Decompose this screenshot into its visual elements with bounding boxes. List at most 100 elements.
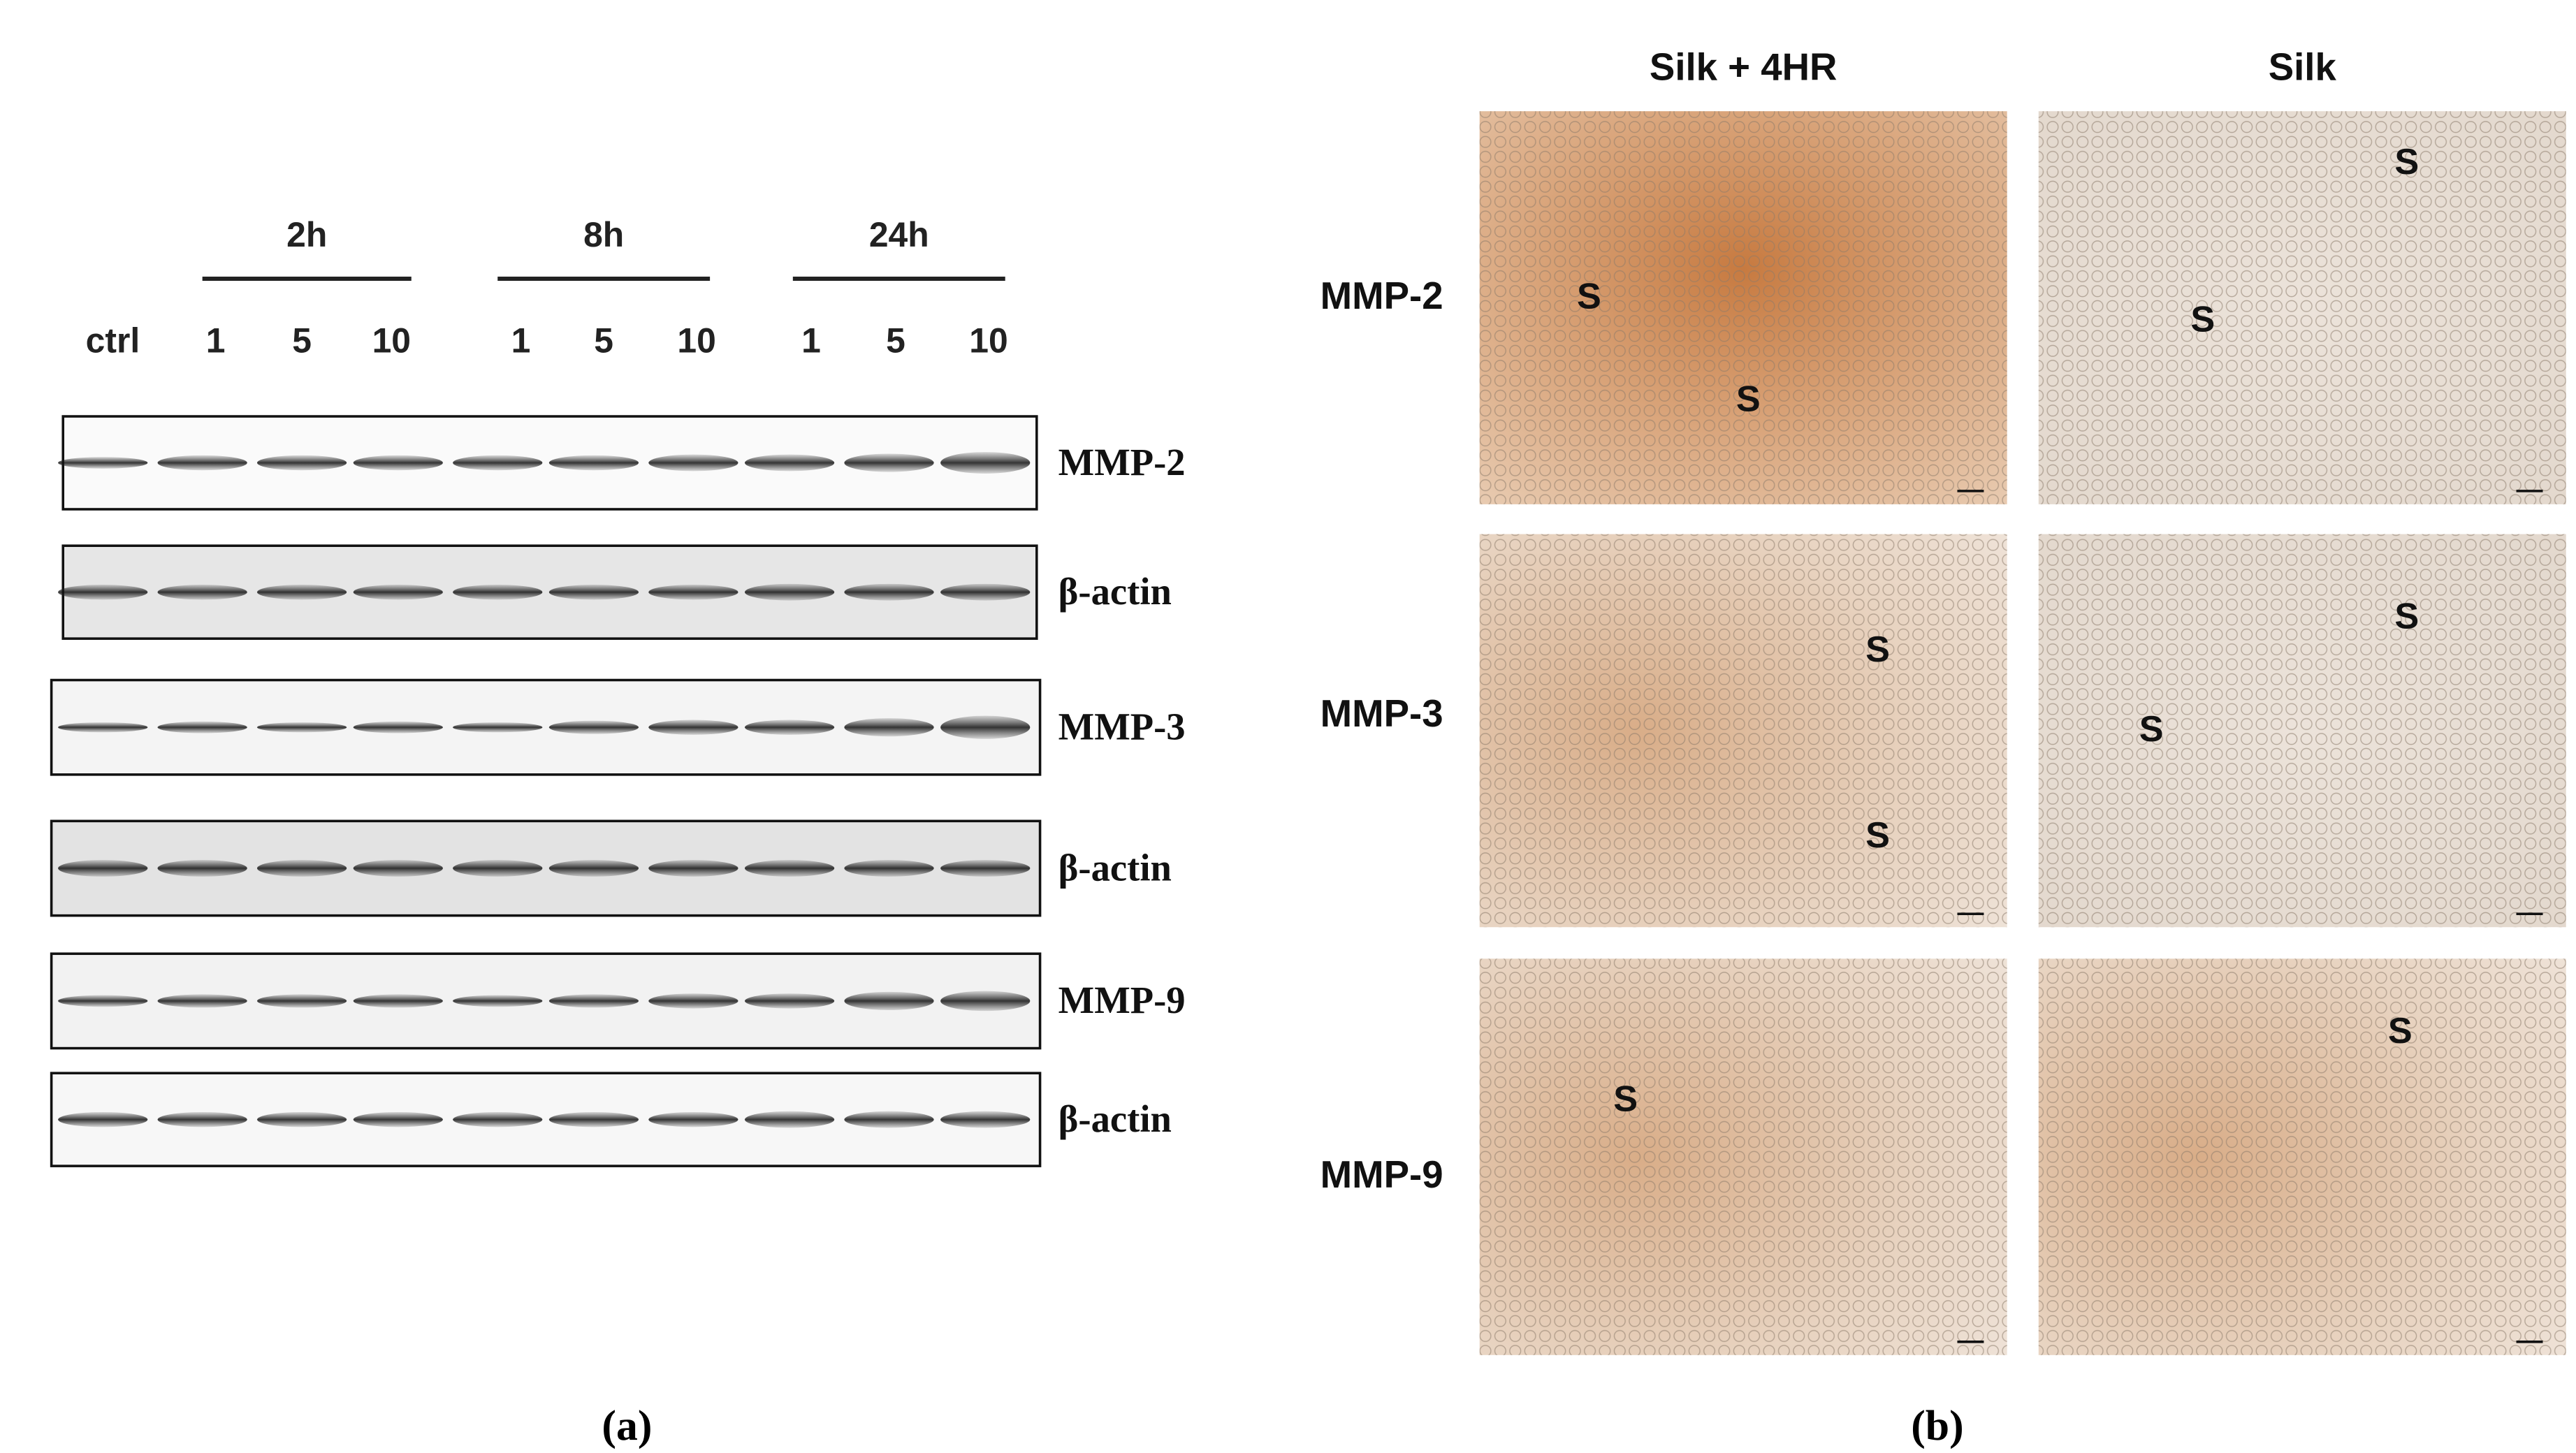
band — [648, 720, 738, 735]
blot-label: β-actin — [1058, 1097, 1172, 1140]
band — [58, 457, 148, 469]
lane-label: 10 — [677, 321, 715, 360]
panel-b: Silk + 4HR Silk MMP-2 S S S S MMP-3 S S S S MMP-9 S S — [1320, 45, 2566, 1355]
band — [157, 721, 247, 733]
band — [940, 1111, 1031, 1128]
micrograph-texture — [1479, 534, 2007, 928]
micrograph-texture — [1479, 958, 2007, 1355]
band — [648, 585, 738, 600]
band — [157, 1111, 247, 1127]
column-header: Silk — [2269, 45, 2337, 88]
band — [256, 1111, 347, 1127]
region-label: S — [1613, 1079, 1638, 1119]
band — [844, 860, 934, 877]
band — [353, 860, 443, 877]
band — [940, 860, 1031, 877]
band — [744, 454, 835, 472]
band — [157, 994, 247, 1008]
band — [453, 995, 543, 1007]
region-label: S — [2394, 142, 2419, 182]
band — [548, 720, 639, 734]
lane-label: 1 — [511, 321, 531, 360]
band — [844, 1111, 934, 1128]
region-label: S — [1736, 379, 1761, 419]
band — [648, 454, 738, 472]
micrograph-texture — [2038, 534, 2566, 928]
region-label: S — [2388, 1011, 2413, 1051]
lane-label: ctrl — [86, 321, 140, 360]
row-label: MMP-3 — [1320, 692, 1443, 735]
caption-a: (a) — [602, 1402, 652, 1450]
region-label: S — [2394, 596, 2419, 636]
band — [744, 993, 835, 1009]
band — [548, 994, 639, 1008]
band — [58, 1111, 148, 1127]
band — [844, 583, 934, 601]
band — [353, 1111, 443, 1127]
blot-label: MMP-3 — [1058, 705, 1186, 747]
band — [940, 452, 1031, 474]
region-label: S — [1865, 629, 1890, 670]
band — [940, 583, 1031, 601]
band — [940, 991, 1031, 1012]
region-label: S — [1577, 276, 1601, 316]
band — [58, 722, 148, 733]
lane-label: 5 — [886, 321, 905, 360]
band — [844, 991, 934, 1010]
lane-label: 10 — [969, 321, 1007, 360]
band — [453, 722, 543, 733]
band — [453, 860, 543, 877]
blot-label: MMP-9 — [1058, 979, 1186, 1021]
band — [548, 1111, 639, 1127]
micrograph-texture — [2038, 111, 2566, 504]
band — [58, 860, 148, 877]
caption-b: (b) — [1911, 1402, 1963, 1450]
band — [157, 585, 247, 600]
band — [256, 860, 347, 877]
time-label: 24h — [869, 215, 929, 254]
band — [548, 585, 639, 600]
band — [744, 720, 835, 735]
band — [744, 1111, 835, 1128]
blot-label: MMP-2 — [1058, 441, 1186, 483]
region-label: S — [2139, 709, 2164, 750]
band — [940, 715, 1031, 739]
band — [353, 721, 443, 733]
band — [744, 860, 835, 877]
lane-label: 10 — [372, 321, 411, 360]
band — [58, 995, 148, 1007]
row-label: MMP-2 — [1320, 275, 1443, 317]
band — [844, 718, 934, 737]
band — [353, 994, 443, 1008]
column-header: Silk + 4HR — [1650, 45, 1838, 88]
blot-label: β-actin — [1058, 846, 1172, 889]
band — [256, 722, 347, 733]
band — [157, 860, 247, 877]
region-label: S — [1865, 815, 1890, 856]
band — [744, 583, 835, 601]
band — [256, 585, 347, 600]
lane-label: 1 — [206, 321, 226, 360]
band — [648, 1111, 738, 1127]
region-label: S — [2190, 300, 2215, 340]
band — [453, 455, 543, 471]
blot-label: β-actin — [1058, 570, 1172, 613]
band — [648, 993, 738, 1009]
band — [157, 455, 247, 471]
time-label: 2h — [286, 215, 327, 254]
band — [648, 860, 738, 877]
lane-label: 5 — [292, 321, 312, 360]
band — [844, 453, 934, 472]
band — [548, 455, 639, 471]
micrograph-texture — [1479, 111, 2007, 504]
band — [548, 860, 639, 877]
row-label: MMP-9 — [1320, 1153, 1443, 1196]
band — [453, 585, 543, 600]
band — [256, 455, 347, 471]
band — [58, 585, 148, 600]
micrograph-texture — [2038, 958, 2566, 1355]
lane-label: 1 — [801, 321, 821, 360]
band — [353, 585, 443, 600]
